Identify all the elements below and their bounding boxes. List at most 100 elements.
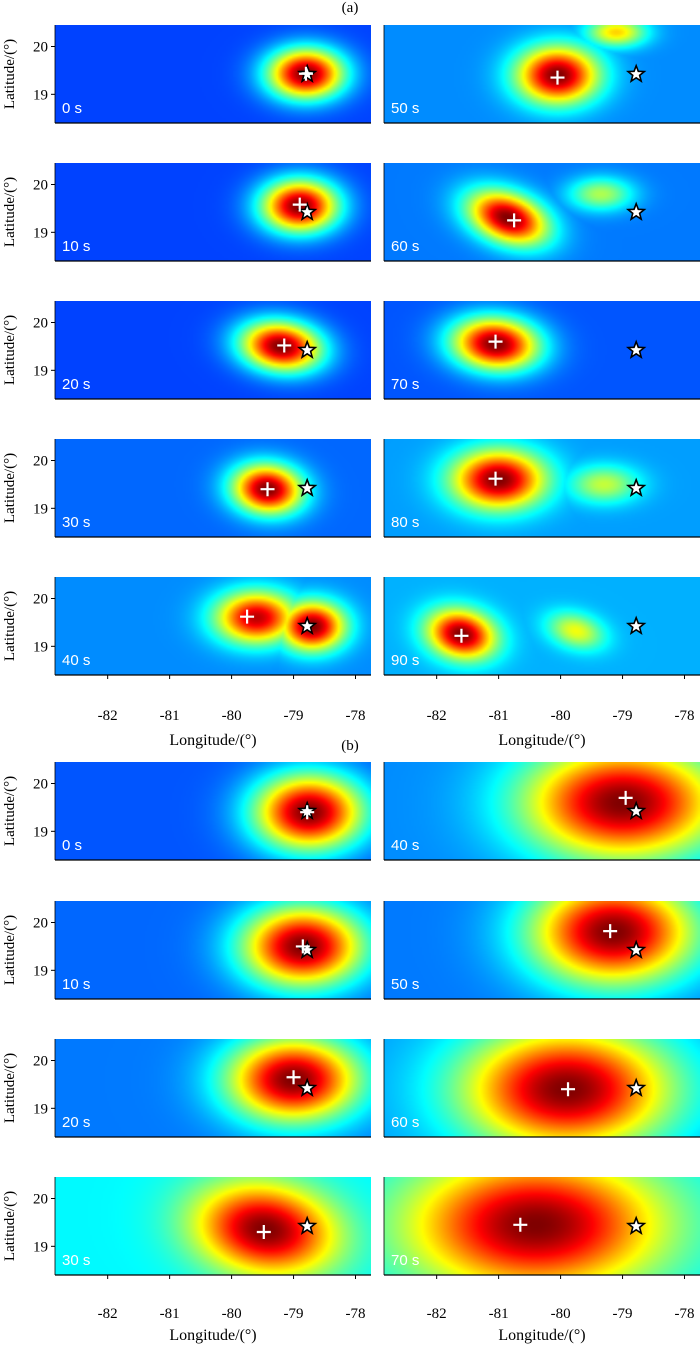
heatmap-field: [55, 163, 371, 261]
y-tick-label: 20: [33, 916, 48, 932]
peak-cross: [454, 628, 469, 643]
subplot: 19 20 Latitude/(°) 20 s: [2, 1039, 371, 1138]
heatmap-field: [384, 25, 700, 123]
x-tick-label: -79: [613, 708, 633, 724]
subplot: 19 20 Latitude/(°) 10 s: [2, 901, 371, 1000]
peak-cross: [286, 1070, 301, 1085]
peak-cross: [488, 334, 503, 349]
peak-cross: [488, 471, 503, 486]
time-label: 50 s: [391, 100, 419, 117]
epicenter-star: [296, 339, 318, 359]
y-tick-label: 20: [33, 777, 48, 793]
heatmap-field: [384, 1039, 700, 1137]
subplot: 19 20 Latitude/(°) 40 s -82 -81 -80 -79 -78 Longi…: [2, 577, 371, 749]
panel-b: (b) 19 20 Latitude/(°) 0 s 19 20 Latitude/(°) 10…: [2, 738, 700, 1344]
epicenter-star: [296, 1077, 318, 1097]
y-tick-label: 19: [33, 1101, 48, 1117]
subplot: 80 s: [383, 439, 700, 538]
subplot: 60 s: [383, 163, 700, 262]
heatmap-field: [384, 762, 700, 860]
peak-cross: [292, 197, 307, 212]
x-tick-label: -80: [222, 1306, 242, 1322]
y-tick-label: 20: [33, 592, 48, 608]
x-tick-label: -79: [613, 1306, 633, 1322]
time-label: 70 s: [391, 376, 419, 393]
epicenter-star: [296, 477, 318, 497]
peak-cross: [240, 609, 255, 624]
time-label: 0 s: [62, 100, 82, 117]
y-axis-label: Latitude/(°): [2, 591, 18, 661]
time-label: 0 s: [62, 837, 82, 854]
heatmap-field: [55, 577, 371, 675]
heatmap-field: [384, 301, 700, 399]
x-tick-label: -80: [551, 1306, 571, 1322]
y-axis-label: Latitude/(°): [2, 39, 18, 109]
peak-cross: [300, 805, 315, 820]
epicenter-star: [625, 800, 647, 820]
y-tick-label: 19: [33, 363, 48, 379]
y-axis-label: Latitude/(°): [2, 453, 18, 523]
x-tick-label: -78: [346, 1306, 366, 1322]
subplot: 19 20 Latitude/(°) 20 s: [2, 301, 371, 400]
x-tick-label: -82: [98, 708, 118, 724]
x-axis-label: Longitude/(°): [169, 1327, 256, 1344]
x-tick-label: -81: [489, 708, 509, 724]
x-tick-label: -78: [675, 1306, 695, 1322]
time-label: 30 s: [62, 1252, 90, 1269]
y-axis-label: Latitude/(°): [2, 915, 18, 985]
epicenter-star: [625, 201, 647, 221]
heatmap-field: [384, 901, 700, 999]
heatmap-field: [55, 762, 371, 860]
peak-cross: [561, 1082, 576, 1097]
time-label: 70 s: [391, 1252, 419, 1269]
x-tick-label: -81: [489, 1306, 509, 1322]
y-axis-label: Latitude/(°): [2, 1191, 18, 1261]
peak-cross: [277, 338, 292, 353]
y-tick-label: 20: [33, 1192, 48, 1208]
x-tick-label: -81: [160, 1306, 180, 1322]
y-tick-label: 20: [33, 40, 48, 56]
x-tick-label: -79: [284, 1306, 304, 1322]
peak-cross: [618, 790, 633, 805]
time-label: 10 s: [62, 976, 90, 993]
y-tick-label: 19: [33, 87, 48, 103]
peak-cross: [256, 1224, 271, 1239]
subplot: 90 s -82 -81 -80 -79 -78 Longitude/(°): [383, 577, 700, 749]
y-tick-label: 20: [33, 454, 48, 470]
y-tick-label: 19: [33, 501, 48, 517]
epicenter-star: [296, 615, 318, 635]
y-tick-label: 19: [33, 225, 48, 241]
heatmap-field: [384, 163, 700, 261]
y-tick-label: 19: [33, 963, 48, 979]
y-tick-label: 20: [33, 316, 48, 332]
epicenter-star: [625, 1077, 647, 1097]
x-tick-label: -78: [675, 708, 695, 724]
heatmap-field: [55, 25, 371, 123]
heatmap-field: [384, 577, 700, 675]
y-tick-label: 19: [33, 639, 48, 655]
heatmap-field: [55, 1039, 371, 1137]
x-tick-label: -80: [551, 708, 571, 724]
peak-cross: [298, 66, 313, 81]
subplot: 40 s: [383, 762, 700, 861]
x-tick-label: -80: [222, 708, 242, 724]
time-label: 80 s: [391, 514, 419, 531]
x-tick-label: -81: [160, 708, 180, 724]
time-label: 20 s: [62, 376, 90, 393]
x-tick-label: -79: [284, 708, 304, 724]
heatmap-field: [384, 439, 700, 537]
epicenter-star: [625, 339, 647, 359]
epicenter-star: [625, 477, 647, 497]
x-axis-label: Longitude/(°): [498, 732, 585, 749]
peak-cross: [603, 924, 618, 939]
time-label: 10 s: [62, 238, 90, 255]
y-tick-label: 19: [33, 824, 48, 840]
time-label: 60 s: [391, 1114, 419, 1131]
subplot: 60 s: [383, 1039, 700, 1138]
x-tick-label: -78: [346, 708, 366, 724]
subplot: 70 s: [383, 301, 700, 400]
y-axis-label: Latitude/(°): [2, 1053, 18, 1123]
heatmap-field: [55, 439, 371, 537]
epicenter-star: [296, 1215, 318, 1235]
subplot: 19 20 Latitude/(°) 30 s: [2, 439, 371, 538]
